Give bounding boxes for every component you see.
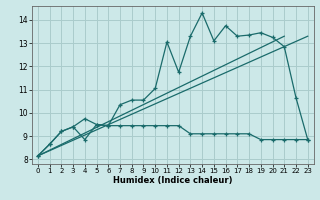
X-axis label: Humidex (Indice chaleur): Humidex (Indice chaleur) bbox=[113, 176, 233, 185]
